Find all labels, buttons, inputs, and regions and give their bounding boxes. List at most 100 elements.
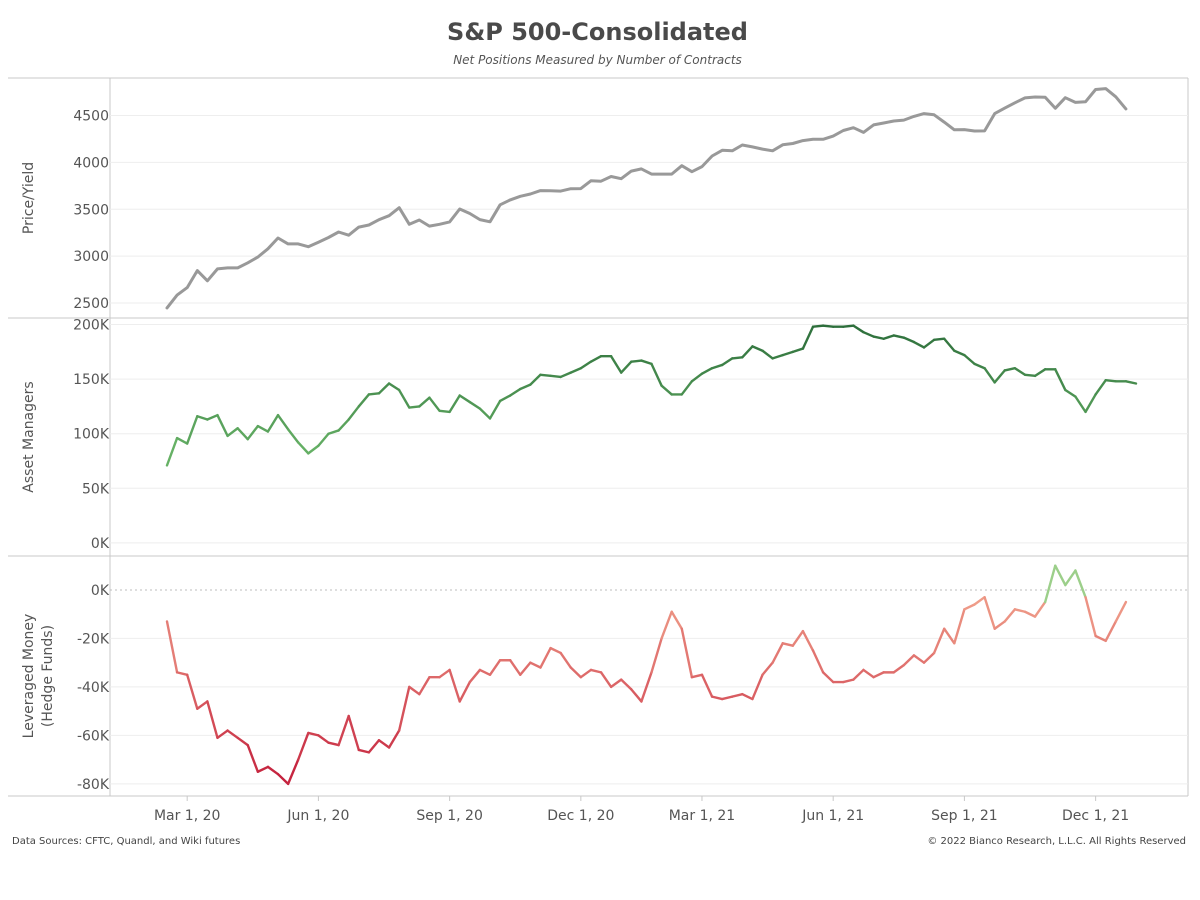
asset-managers-series-segment [498, 394, 512, 403]
asset-managers-series-segment [862, 330, 875, 338]
leveraged-money-series-segment [609, 678, 623, 689]
y-axis-label: Price/Yield [21, 162, 37, 234]
leveraged-money-series-segment [801, 629, 815, 652]
asset-managers-series-segment [175, 436, 189, 445]
asset-managers-series-segment [791, 347, 805, 354]
leveraged-money-series-segment [640, 671, 653, 703]
asset-managers-series-segment [276, 413, 290, 431]
asset-managers-series-segment [1013, 367, 1027, 376]
asset-managers-series-segment [438, 409, 451, 414]
leveraged-money-series-segment [337, 714, 350, 747]
y-tick-label: 100K [73, 427, 110, 443]
y-tick-label: 50K [82, 481, 110, 497]
asset-managers-series-segment [1054, 368, 1067, 392]
asset-managers-series-segment [892, 334, 906, 339]
leveraged-money-series-segment [387, 729, 401, 749]
leveraged-money-series-segment [488, 659, 502, 676]
leveraged-money-series-segment [347, 714, 360, 752]
asset-managers-series-segment [1074, 395, 1087, 414]
asset-managers-series-segment [983, 367, 996, 384]
asset-managers-series-segment [882, 334, 895, 340]
asset-managers-series-segment [196, 415, 209, 421]
asset-managers-series-segment [579, 360, 593, 370]
asset-managers-series-segment [963, 353, 976, 366]
leveraged-money-series-segment [599, 671, 613, 689]
leveraged-money-series-segment [1033, 600, 1047, 618]
leveraged-money-series-segment [206, 700, 219, 740]
x-tick-label: Jun 1, 20 [286, 808, 349, 824]
leveraged-money-series-segment [680, 627, 694, 679]
leveraged-money-series-segment [408, 685, 421, 696]
x-tick-label: Dec 1, 20 [547, 808, 614, 824]
asset-managers-series-segment [912, 340, 926, 349]
leveraged-money-series-segment [529, 661, 542, 669]
leveraged-money-series-segment [185, 673, 199, 710]
leveraged-money-series-segment [397, 685, 411, 732]
leveraged-money-series-segment [1003, 608, 1017, 623]
leveraged-money-series-segment [751, 673, 764, 701]
asset-managers-series-segment [488, 399, 502, 420]
asset-managers-series-segment [165, 436, 179, 467]
asset-managers-series-segment [1023, 373, 1037, 378]
asset-managers-series-segment [700, 367, 714, 375]
copyright-footer: © 2022 Bianco Research, L.L.C. All Right… [927, 836, 1186, 847]
asset-managers-series-segment [266, 413, 280, 433]
asset-managers-series-segment [559, 371, 572, 379]
asset-managers-series-segment [286, 428, 300, 444]
leveraged-money-series-segment [236, 736, 249, 747]
leveraged-money-series-segment [872, 671, 885, 679]
leveraged-money-series-segment [660, 610, 673, 640]
data-sources-footer: Data Sources: CFTC, Quandl, and Wiki fut… [12, 836, 241, 847]
asset-managers-series-segment [478, 407, 492, 420]
asset-managers-series-segment [1084, 393, 1097, 414]
x-tick-label: Sep 1, 21 [931, 808, 997, 824]
leveraged-money-series-segment [246, 743, 260, 773]
asset-managers-series-segment [1064, 388, 1077, 398]
y-tick-label: 0K [91, 536, 110, 552]
asset-managers-series-segment [408, 405, 421, 409]
leveraged-money-series-segment [569, 666, 583, 679]
asset-managers-series-segment [922, 338, 936, 349]
asset-managers-series-segment [256, 424, 270, 433]
y-tick-label: 4000 [73, 155, 109, 171]
asset-managers-series-segment [347, 405, 360, 421]
leveraged-money-series-segment [912, 654, 926, 664]
y-tick-label: 3000 [73, 249, 109, 265]
asset-managers-series-segment [458, 394, 472, 404]
asset-managers-series-segment [549, 374, 562, 379]
leveraged-money-series-segment [902, 654, 916, 667]
x-tick-label: Mar 1, 20 [154, 808, 221, 824]
leveraged-money-series-segment [478, 668, 492, 676]
leveraged-money-series-segment [932, 627, 946, 655]
leveraged-money-series-segment [1054, 564, 1067, 587]
y-tick-label: 3500 [73, 202, 109, 218]
y-tick-label: -20K [77, 631, 110, 647]
asset-managers-series-segment [902, 336, 916, 344]
leveraged-money-series-segment [559, 651, 572, 669]
asset-managers-series-segment [539, 373, 552, 378]
asset-managers-series-segment [519, 383, 532, 391]
leveraged-money-series-segment [1114, 600, 1128, 623]
leveraged-money-series-segment [367, 739, 381, 754]
leveraged-money-series-segment [700, 673, 714, 698]
y-tick-label: 2500 [73, 296, 109, 312]
asset-managers-series-segment [387, 382, 401, 392]
leveraged-money-series-segment [630, 688, 643, 703]
leveraged-money-series-segment [983, 596, 996, 630]
leveraged-money-series-segment [276, 772, 290, 786]
leveraged-money-series-segment [821, 671, 835, 684]
leveraged-money-series-segment [327, 741, 340, 747]
asset-managers-series-segment [932, 337, 946, 342]
asset-managers-series-segment [1104, 379, 1118, 383]
leveraged-money-series-segment [508, 659, 522, 676]
asset-managers-series-segment [226, 427, 239, 438]
asset-managers-series-segment [720, 357, 734, 367]
asset-managers-series-segment [660, 384, 673, 396]
asset-managers-series-segment [397, 388, 411, 409]
leveraged-money-series-segment [266, 765, 280, 776]
asset-managers-series-segment [468, 400, 482, 410]
leveraged-money-series-segment [216, 729, 229, 740]
leveraged-money-series-segment [317, 734, 330, 744]
leveraged-money-series-segment [761, 661, 774, 676]
